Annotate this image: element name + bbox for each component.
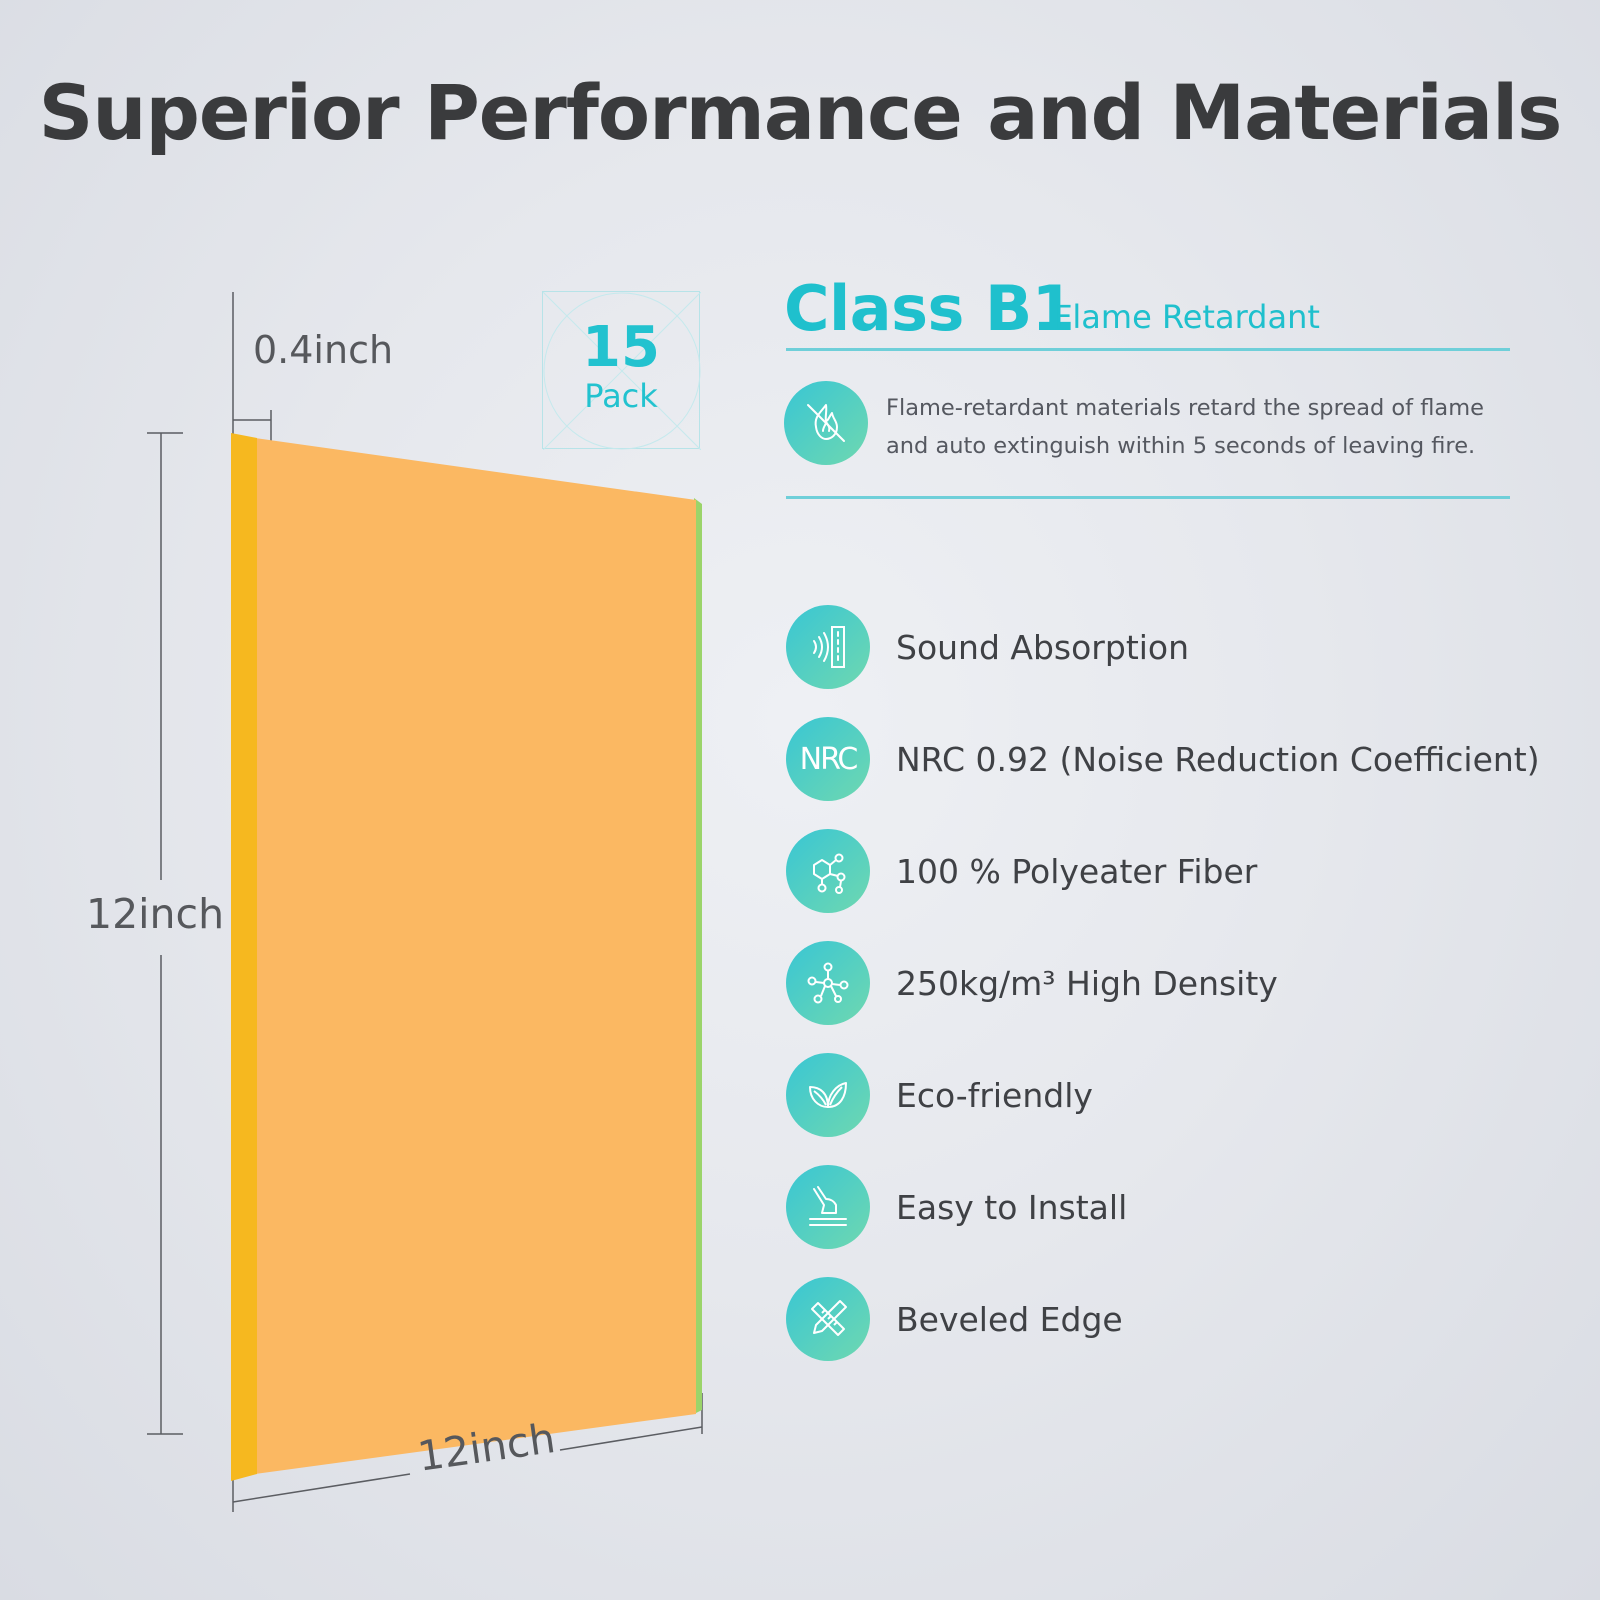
thickness-label: 0.4inch [253, 328, 394, 372]
molecule-hexagon-icon [786, 829, 870, 913]
ruler-pencil-icon [786, 1277, 870, 1361]
panel-back-edge [694, 498, 702, 1414]
dimension-lines [147, 292, 703, 1512]
feature-install: Easy to Install [896, 1188, 1128, 1227]
divider-top [786, 348, 1510, 351]
pack-label: Pack [584, 377, 658, 415]
class-subtitle: Flame Retardant [1054, 298, 1320, 336]
feature-density: 250kg/m³ High Density [896, 964, 1278, 1003]
acoustic-panel [231, 433, 702, 1481]
nrc-icon-text: NRC [799, 741, 859, 777]
nrc-icon: NRC [786, 717, 870, 801]
height-label: 12inch [86, 890, 225, 938]
leaf-icon [786, 1053, 870, 1137]
feature-nrc: NRC 0.92 (Noise Reduction Coefficient) [896, 740, 1540, 779]
molecule-nodes-icon [786, 941, 870, 1025]
pack-badge-frame [543, 292, 701, 450]
panel-side-edge [231, 433, 257, 1481]
feature-beveled: Beveled Edge [896, 1300, 1123, 1339]
flame-description: Flame-retardant materials retard the spr… [886, 395, 1484, 459]
no-fire-icon [784, 381, 868, 465]
panel-face [255, 438, 696, 1474]
divider-bottom [786, 496, 1510, 499]
class-label: Class B1 [784, 272, 1075, 345]
sound-waves-icon [786, 605, 870, 689]
pack-count: 15 [582, 315, 660, 380]
page-title: Superior Performance and Materials [38, 68, 1563, 157]
feature-sound-absorption: Sound Absorption [896, 628, 1190, 667]
pack-badge [542, 291, 701, 450]
feature-fiber: 100 % Polyeater Fiber [896, 852, 1258, 891]
width-label: 12inch [414, 1414, 559, 1481]
feature-eco: Eco-friendly [896, 1076, 1093, 1115]
hand-install-icon [786, 1165, 870, 1249]
